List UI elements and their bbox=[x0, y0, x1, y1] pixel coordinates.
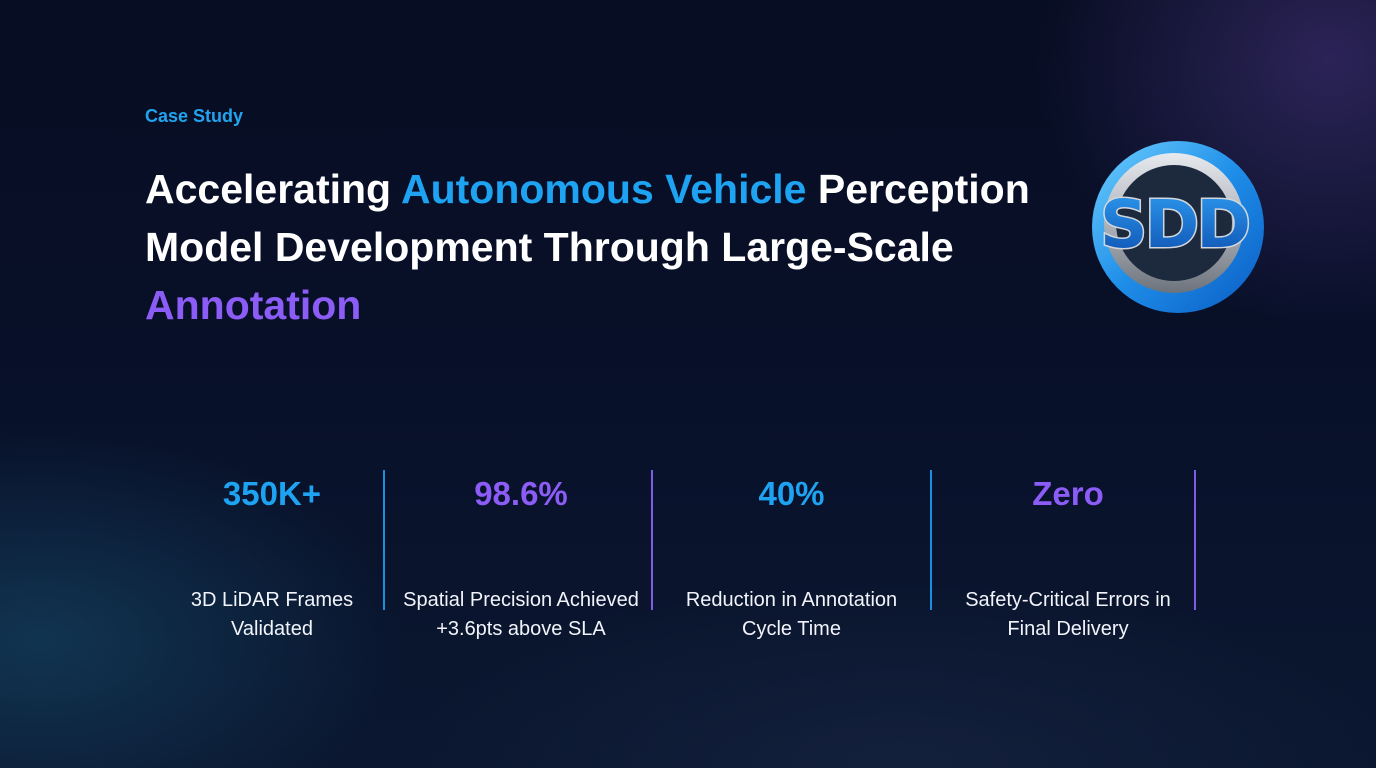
stat-label: 3D LiDAR Frames Validated bbox=[190, 589, 354, 640]
headline-text-1: Accelerating bbox=[145, 166, 401, 212]
stat-divider bbox=[1194, 470, 1196, 610]
stat-value: 350K+ bbox=[222, 475, 322, 512]
stat-cycle-time: 40% Reduction in Annotation Cycle Time bbox=[664, 470, 919, 644]
stat-value: 40% bbox=[758, 475, 825, 512]
stat-spatial-precision: 98.6% Spatial Precision Achieved +3.6pts… bbox=[398, 470, 644, 644]
headline-highlight-annotation: Annotation bbox=[145, 282, 362, 328]
stat-divider bbox=[383, 470, 385, 610]
stat-label: Reduction in Annotation Cycle Time bbox=[685, 589, 898, 640]
stat-label: Spatial Precision Achieved +3.6pts above… bbox=[403, 589, 639, 640]
stat-value: Zero bbox=[1032, 475, 1104, 512]
headline-text-2: Perception Model Development Through Lar… bbox=[145, 166, 1030, 270]
company-logo: SDD bbox=[1092, 141, 1264, 313]
logo-inner-disc bbox=[1116, 165, 1232, 281]
stat-safety-errors: Zero Safety-Critical Errors in Final Del… bbox=[944, 470, 1192, 644]
headline-highlight-autonomous-vehicle: Autonomous Vehicle bbox=[400, 166, 807, 212]
page-title: Accelerating Autonomous Vehicle Percepti… bbox=[145, 160, 1085, 334]
stat-divider bbox=[930, 470, 932, 610]
logo-letters: SDD bbox=[1100, 186, 1248, 263]
eyebrow-label: Case Study bbox=[145, 106, 244, 126]
stat-value: 98.6% bbox=[474, 475, 568, 512]
stat-divider bbox=[651, 470, 653, 610]
stat-label: Safety-Critical Errors in Final Delivery bbox=[965, 589, 1171, 640]
stat-lidar-frames: 350K+ 3D LiDAR Frames Validated bbox=[162, 470, 382, 644]
